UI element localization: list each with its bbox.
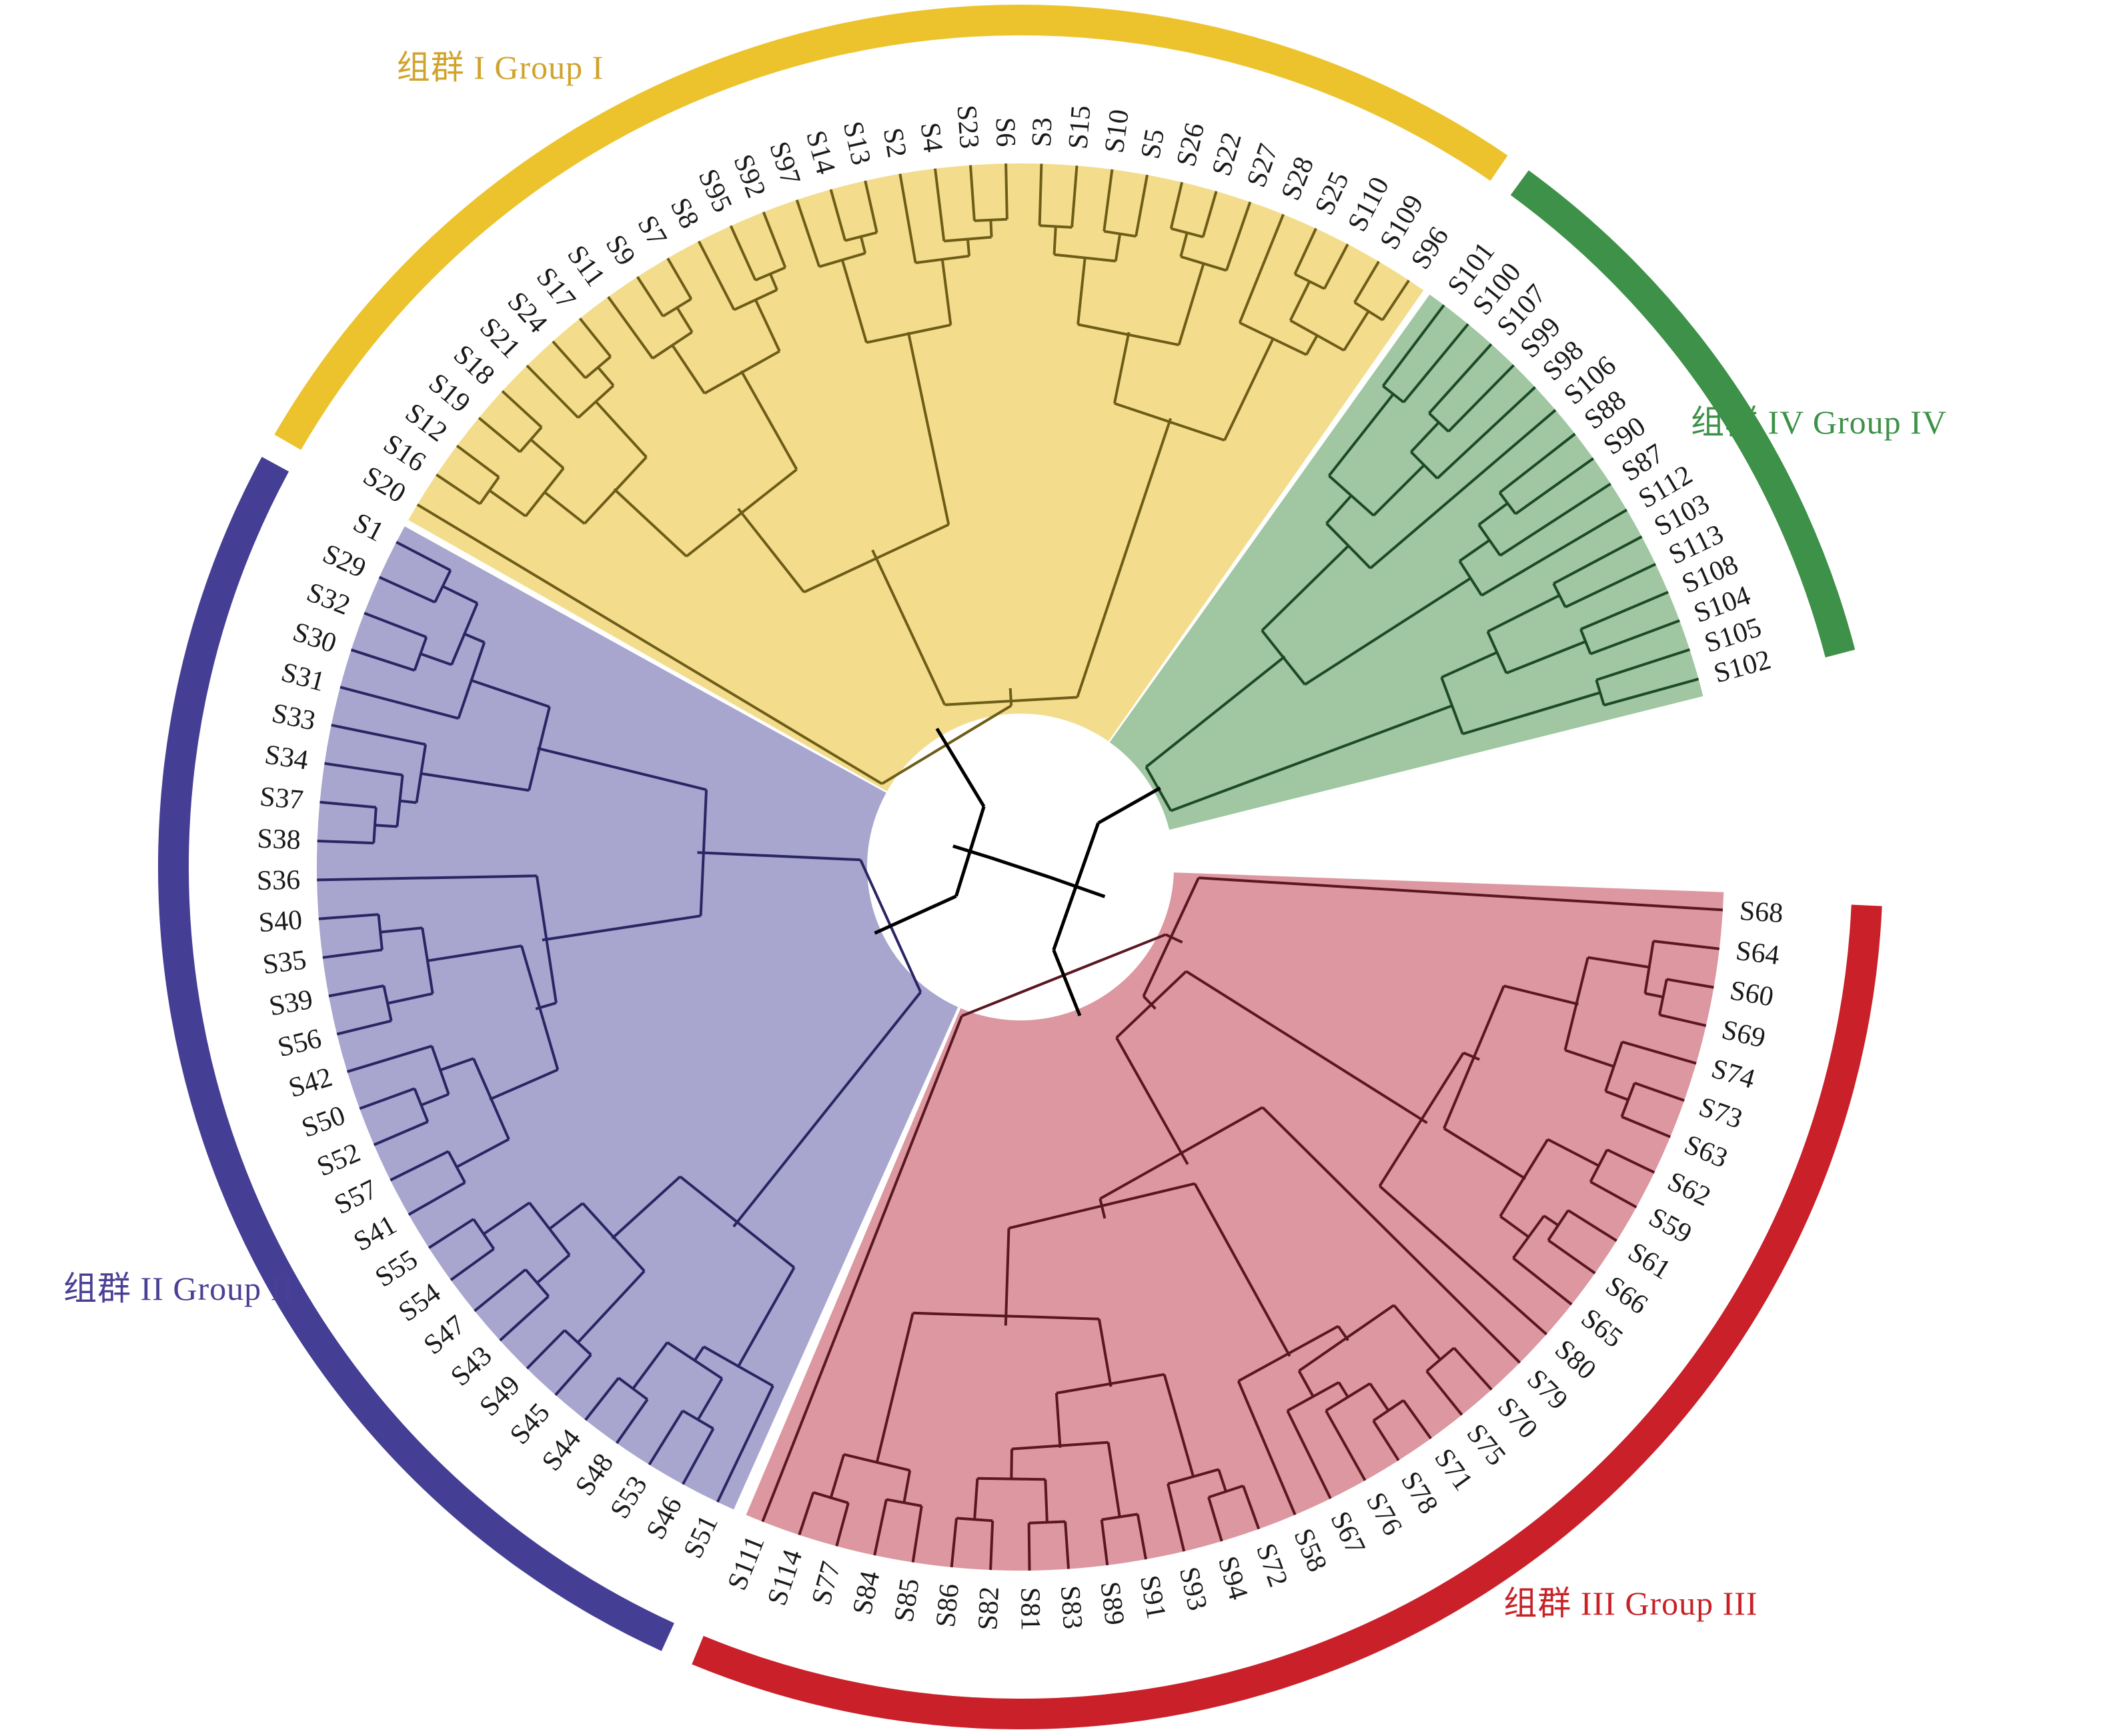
leaf-label: S32 <box>303 577 355 621</box>
leaf-label: S5 <box>1135 127 1171 161</box>
leaf-label: S29 <box>318 538 371 584</box>
leaf-label: S38 <box>257 824 301 856</box>
leaf-label: S82 <box>972 1586 1005 1631</box>
leaf-label: S31 <box>278 657 328 698</box>
leaf-label: S58 <box>1287 1524 1333 1576</box>
leaf-label: S68 <box>1739 896 1784 929</box>
leaf-label: S26 <box>1171 120 1211 169</box>
leaf-label: S77 <box>806 1558 846 1608</box>
group-1-label: 组群 I Group I <box>396 49 604 86</box>
branches-group-2 <box>317 541 922 1503</box>
sector-group-2 <box>316 526 958 1510</box>
leaf-label: S71 <box>1428 1443 1478 1497</box>
leaf-label: S78 <box>1395 1467 1444 1520</box>
leaf-label: S72 <box>1250 1539 1293 1591</box>
leaf-label: S23 <box>951 104 985 149</box>
root-branches <box>874 728 1161 1016</box>
dendrogram-branches <box>317 163 1723 1571</box>
leaf-label: S35 <box>261 944 308 980</box>
leaf-label: S83 <box>1055 1585 1088 1630</box>
leaf-label: S94 <box>1212 1553 1254 1603</box>
leaf-label: S7 <box>631 211 672 251</box>
leaf-label: S40 <box>257 905 303 939</box>
leaf-label: S76 <box>1360 1487 1408 1541</box>
leaf-label: S50 <box>297 1100 349 1144</box>
sector-group-4 <box>1109 294 1703 830</box>
leaf-label: S48 <box>570 1448 620 1501</box>
leaf-label: S55 <box>370 1244 424 1293</box>
leaf-label: S63 <box>1680 1129 1732 1174</box>
leaf-label: S1 <box>348 507 389 548</box>
leaf-label: S9 <box>600 229 642 271</box>
sector-group-1 <box>408 163 1424 792</box>
leaf-label: S52 <box>313 1137 365 1182</box>
leaf-label: S4 <box>914 121 948 154</box>
leaf-label: S51 <box>678 1511 724 1563</box>
leaf-label: S60 <box>1727 975 1776 1013</box>
leaf-label: S42 <box>285 1062 335 1104</box>
leaf-label: S39 <box>267 984 315 1022</box>
arc-group-1 <box>274 5 1508 450</box>
leaf-label: S3 <box>1026 117 1058 147</box>
group-4-label: 组群 IV Group IV <box>1691 403 1947 441</box>
leaf-label: S67 <box>1324 1507 1371 1559</box>
leaf-label: S73 <box>1695 1092 1746 1135</box>
leaf-label: S86 <box>930 1583 965 1629</box>
leaf-label: S46 <box>640 1492 688 1545</box>
leaf-label: S93 <box>1173 1564 1213 1613</box>
leaf-label: S2 <box>877 125 912 160</box>
branches-group-3 <box>761 876 1723 1571</box>
leaf-label: S97 <box>763 138 806 189</box>
leaf-label: S85 <box>888 1577 925 1625</box>
leaf-label: S10 <box>1099 107 1135 155</box>
leaf-label: S81 <box>1014 1587 1046 1631</box>
leaf-label: S74 <box>1708 1053 1759 1094</box>
leaf-label: S61 <box>1623 1236 1676 1286</box>
leaf-label: S36 <box>256 865 300 896</box>
group-3-label: 组群 III Group III <box>1503 1585 1758 1622</box>
leaf-label: S6 <box>990 117 1021 147</box>
branches-group-4 <box>1145 304 1699 812</box>
leaf-label: S84 <box>847 1569 886 1617</box>
leaf-label: S56 <box>275 1023 324 1063</box>
arc-group-3 <box>692 904 1882 1730</box>
leaf-label: S114 <box>762 1546 808 1609</box>
leaf-label: S8 <box>664 193 705 233</box>
leaf-label: S13 <box>837 119 876 168</box>
leaf-label: S41 <box>349 1209 402 1257</box>
leaf-label: S14 <box>800 127 841 177</box>
group-2-label: 组群 II Group II <box>63 1270 294 1307</box>
branches-group-1 <box>416 163 1410 785</box>
leaf-label: S22 <box>1206 129 1247 179</box>
arc-group-2 <box>158 457 674 1651</box>
leaf-label: S53 <box>604 1471 654 1524</box>
leaf-label: S34 <box>263 740 310 776</box>
leaf-label: S27 <box>1241 140 1285 191</box>
leaf-label: S91 <box>1134 1573 1172 1622</box>
arc-group-4 <box>1510 170 1856 658</box>
leaf-label: S64 <box>1734 936 1781 971</box>
leaf-label: S30 <box>289 617 339 660</box>
leaf-label: S111 <box>722 1531 770 1594</box>
leaf-label: S33 <box>269 698 318 736</box>
leaf-label: S57 <box>329 1174 382 1220</box>
leaf-label: S69 <box>1719 1014 1768 1054</box>
leaf-label: S37 <box>258 781 304 816</box>
leaf-label: S62 <box>1663 1166 1715 1212</box>
leaf-label: S89 <box>1094 1580 1130 1627</box>
group-arc-bands <box>158 5 1882 1730</box>
leaf-label: S15 <box>1063 104 1097 150</box>
leaf-label: S59 <box>1643 1202 1696 1250</box>
